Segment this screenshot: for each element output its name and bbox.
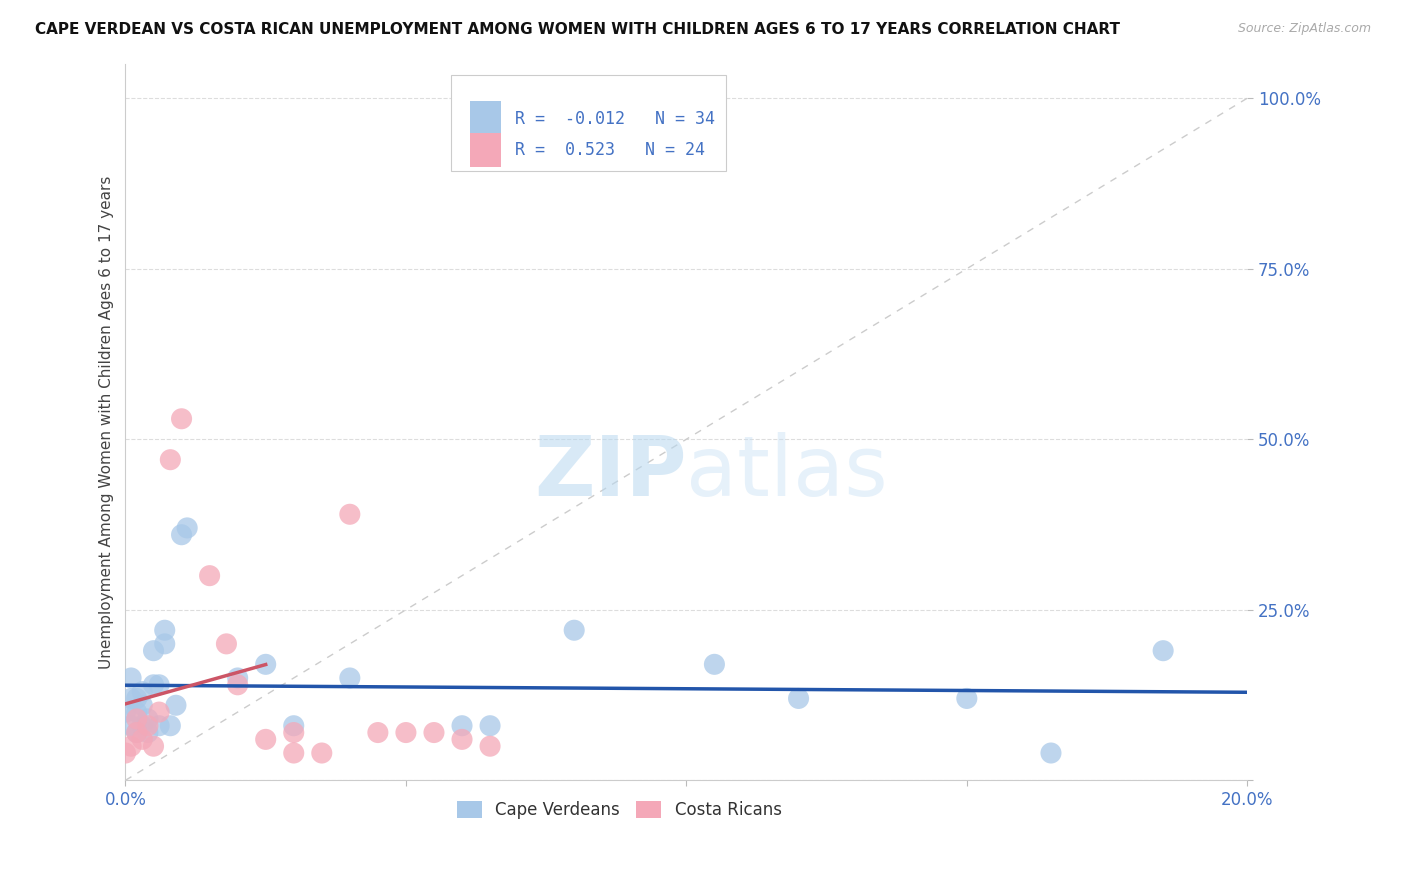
- Point: [131, 698, 153, 713]
- Point: [703, 657, 725, 672]
- Point: [153, 637, 176, 651]
- Point: [956, 691, 979, 706]
- Text: atlas: atlas: [686, 432, 889, 513]
- Point: [120, 671, 142, 685]
- Point: [479, 739, 502, 754]
- Point: [479, 719, 502, 733]
- Point: [254, 732, 277, 747]
- Point: [395, 725, 418, 739]
- Point: [148, 678, 170, 692]
- Point: [148, 705, 170, 719]
- Point: [1039, 746, 1062, 760]
- Point: [153, 624, 176, 638]
- Point: [125, 705, 148, 719]
- Point: [120, 719, 142, 733]
- Bar: [470, 102, 502, 136]
- Point: [125, 712, 148, 726]
- Text: R =  -0.012   N = 34: R = -0.012 N = 34: [515, 110, 714, 128]
- Point: [339, 508, 361, 522]
- Point: [131, 732, 153, 747]
- Point: [142, 739, 165, 754]
- Point: [142, 643, 165, 657]
- Point: [176, 521, 198, 535]
- Point: [120, 739, 142, 754]
- Point: [451, 732, 474, 747]
- Point: [159, 719, 181, 733]
- Point: [451, 719, 474, 733]
- Point: [283, 725, 305, 739]
- Point: [136, 719, 159, 733]
- Point: [114, 705, 136, 719]
- Point: [787, 691, 810, 706]
- Point: [1152, 643, 1174, 657]
- Bar: [470, 133, 502, 167]
- Point: [125, 691, 148, 706]
- Legend: Cape Verdeans, Costa Ricans: Cape Verdeans, Costa Ricans: [450, 794, 789, 826]
- Point: [198, 568, 221, 582]
- Point: [136, 725, 159, 739]
- Point: [283, 719, 305, 733]
- Point: [142, 678, 165, 692]
- Point: [226, 671, 249, 685]
- Point: [159, 452, 181, 467]
- Text: CAPE VERDEAN VS COSTA RICAN UNEMPLOYMENT AMONG WOMEN WITH CHILDREN AGES 6 TO 17 : CAPE VERDEAN VS COSTA RICAN UNEMPLOYMENT…: [35, 22, 1121, 37]
- Point: [254, 657, 277, 672]
- FancyBboxPatch shape: [451, 75, 725, 171]
- Point: [283, 746, 305, 760]
- Point: [131, 719, 153, 733]
- Point: [120, 691, 142, 706]
- Point: [170, 527, 193, 541]
- Text: ZIP: ZIP: [534, 432, 686, 513]
- Point: [506, 112, 529, 126]
- Point: [215, 637, 238, 651]
- Point: [136, 712, 159, 726]
- Point: [165, 698, 187, 713]
- Point: [423, 725, 446, 739]
- Point: [226, 678, 249, 692]
- Text: Source: ZipAtlas.com: Source: ZipAtlas.com: [1237, 22, 1371, 36]
- Point: [339, 671, 361, 685]
- Point: [311, 746, 333, 760]
- Point: [148, 719, 170, 733]
- Point: [131, 684, 153, 698]
- Point: [562, 624, 585, 638]
- Point: [114, 746, 136, 760]
- Point: [170, 411, 193, 425]
- Y-axis label: Unemployment Among Women with Children Ages 6 to 17 years: Unemployment Among Women with Children A…: [100, 176, 114, 669]
- Text: R =  0.523   N = 24: R = 0.523 N = 24: [515, 141, 704, 159]
- Point: [125, 725, 148, 739]
- Point: [367, 725, 389, 739]
- Point: [125, 725, 148, 739]
